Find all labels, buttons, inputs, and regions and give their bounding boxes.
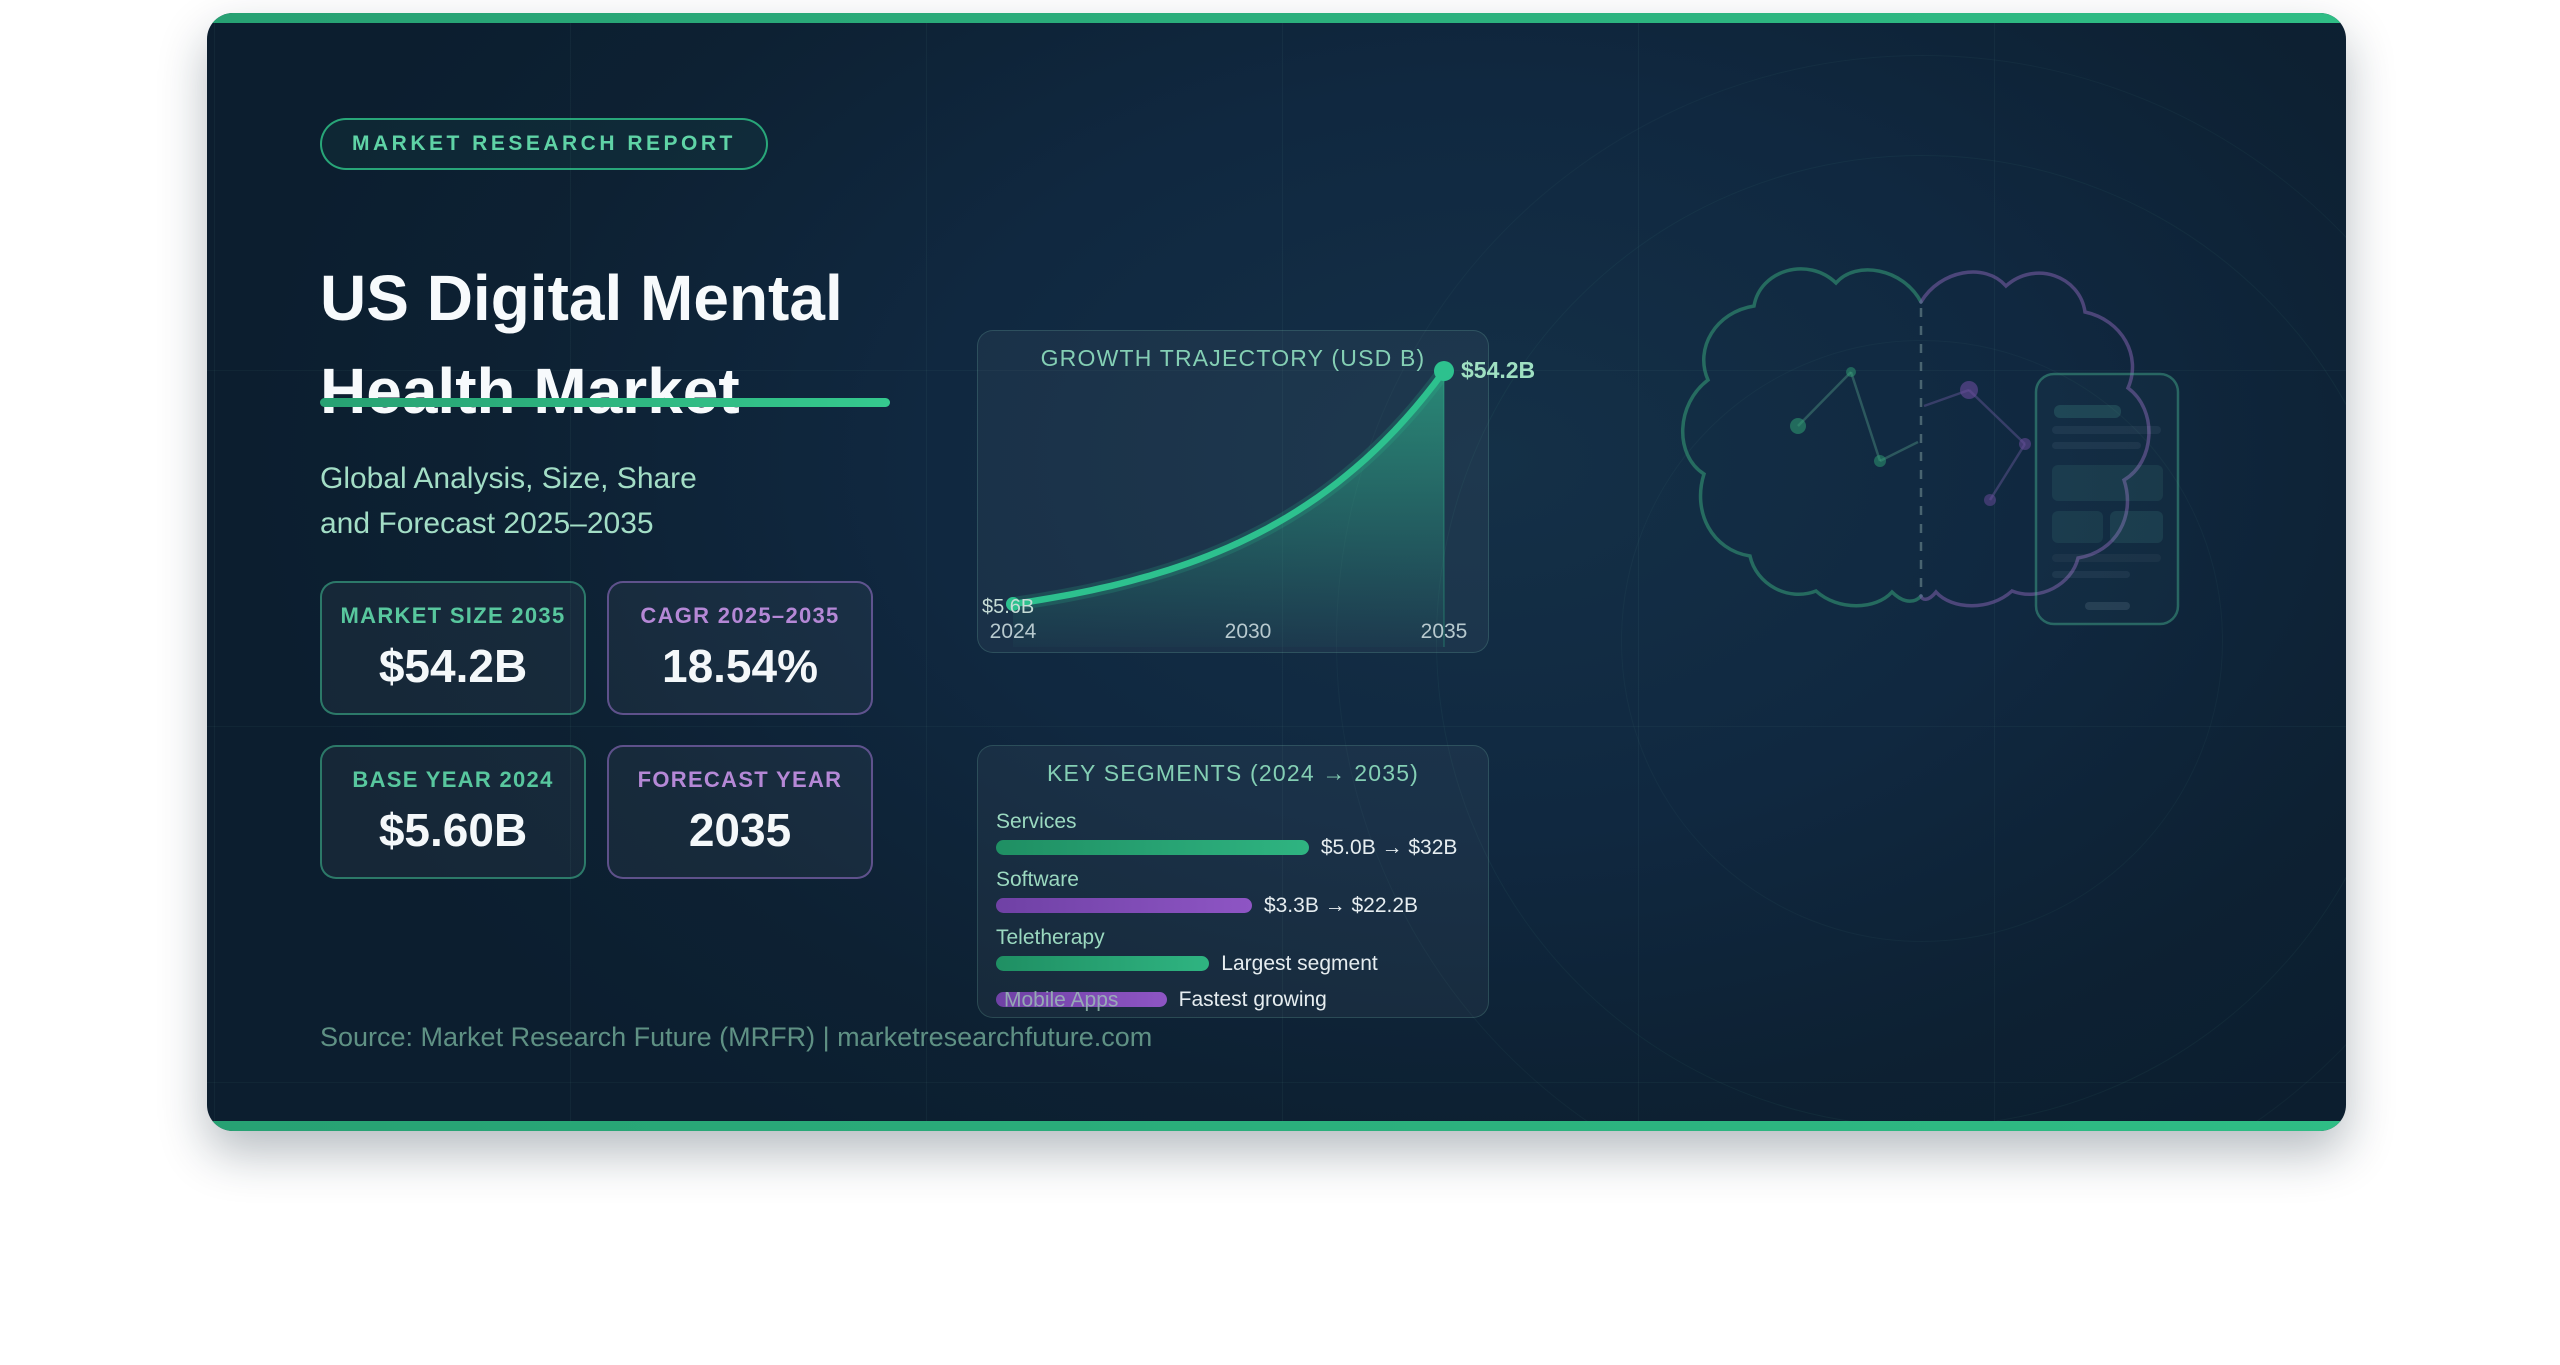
neural-network-right — [1923, 381, 2031, 506]
brain-right-hemisphere-icon — [1919, 270, 2151, 608]
stat-card-forecast-year: FORECAST YEAR 2035 — [607, 745, 873, 879]
stat-label: BASE YEAR 2024 — [352, 767, 554, 792]
x-axis-tick-2030: 2030 — [1225, 620, 1272, 643]
decor-circle-middle — [1436, 155, 2346, 1127]
purple-node-icon — [1960, 381, 1978, 399]
bottom-accent-strip — [207, 1121, 2346, 1131]
brain-left-hemisphere-icon — [1681, 267, 1923, 608]
stat-card-cagr-2025-2035: CAGR 2025–2035 18.54% — [607, 581, 873, 715]
segment-label: Software — [996, 868, 1079, 891]
segment-row: Teletherapy Largest segment — [996, 926, 1470, 975]
end-point-dot — [1434, 361, 1454, 381]
key-segments-panel: KEY SEGMENTS (2024 → 2035) Services $5.0… — [977, 745, 1489, 1018]
segment-bar — [996, 840, 1309, 855]
page-title-line1: US Digital Mental — [320, 261, 843, 334]
growth-line — [1009, 367, 1448, 608]
start-value-label: $5.6B — [982, 596, 1034, 618]
badge-label: MARKET RESEARCH REPORT — [352, 132, 736, 155]
stat-value: $5.60B — [378, 804, 528, 856]
subtitle-line1: Global Analysis, Size, Share — [320, 462, 697, 495]
segment-bar: Mobile Apps — [996, 988, 1167, 1011]
top-accent-strip — [207, 13, 2346, 23]
brain-phone-illustration — [1681, 267, 2180, 626]
phone-outline-icon — [2034, 372, 2180, 626]
segment-row: Services $5.0B → $32B — [996, 810, 1470, 859]
page-title-line2: Health Market — [320, 354, 740, 427]
growth-chart-title: GROWTH TRAJECTORY (USD B) — [1040, 345, 1426, 371]
report-type-badge: MARKET RESEARCH REPORT — [320, 118, 768, 170]
stat-card-market-size-2035: MARKET SIZE 2035 $54.2B — [320, 581, 586, 715]
growth-line-chart: $5.6B $54.2B 2024 2030 2035 — [982, 357, 1535, 647]
segment-label: Mobile Apps — [1004, 988, 1119, 1011]
key-segments-title: KEY SEGMENTS (2024 → 2035) — [1046, 760, 1420, 786]
stat-label: CAGR 2025–2035 — [640, 603, 840, 628]
neural-network-left — [1790, 367, 1919, 467]
segment-value: $5.0B → $32B — [1320, 835, 1458, 859]
segment-bar-line: $3.3B → $22.2B — [996, 894, 1470, 917]
segment-bar-line: Largest segment — [996, 952, 1470, 975]
green-node-icon — [1790, 418, 1806, 434]
stat-value: 18.54% — [661, 640, 818, 692]
segment-row: Software $3.3B → $22.2B — [996, 868, 1470, 917]
segment-bar — [996, 956, 1210, 971]
stat-card-grid: MARKET SIZE 2035 $54.2B CAGR 2025–2035 1… — [320, 581, 873, 879]
x-axis-tick-2035: 2035 — [1421, 620, 1468, 643]
green-node-icon — [1846, 367, 1856, 377]
green-node-icon — [1874, 455, 1886, 467]
phone-illustration — [2034, 372, 2180, 626]
source-attribution: Source: Market Research Future (MRFR) | … — [320, 1022, 1153, 1052]
segment-value: Fastest growing — [1178, 987, 1327, 1011]
start-point-dot — [1006, 597, 1020, 611]
report-card: MARKET RESEARCH REPORT US Digital Mental… — [207, 13, 2346, 1131]
segment-label: Services — [996, 810, 1077, 833]
segment-bar — [996, 898, 1252, 913]
growth-trajectory-panel: GROWTH TRAJECTORY (USD B) $5.6B $54.2B 2… — [977, 330, 1535, 653]
segment-bar-line: $5.0B → $32B — [996, 836, 1470, 859]
segment-value: $3.3B → $22.2B — [1263, 893, 1419, 917]
segment-value: Largest segment — [1221, 951, 1378, 975]
page-subtitle: Global Analysis, Size, Share and Forecas… — [320, 456, 697, 546]
segment-bar-line: Mobile Apps Fastest growing — [996, 988, 1470, 1011]
stat-card-base-year-2024: BASE YEAR 2024 $5.60B — [320, 745, 586, 879]
x-axis-tick-2024: 2024 — [990, 620, 1037, 643]
page-title: US Digital Mental Health Market — [320, 252, 843, 438]
stat-label: MARKET SIZE 2035 — [340, 603, 566, 628]
decor-circle-inner — [1621, 340, 2223, 942]
segment-bar-list: Services $5.0B → $32B Software $3.3B → $… — [978, 787, 1488, 1011]
segment-row: Mobile Apps Fastest growing — [996, 988, 1470, 1011]
stat-label: FORECAST YEAR — [637, 767, 843, 792]
end-value-label: $54.2B — [1461, 357, 1535, 383]
growth-area-fill — [1013, 371, 1444, 647]
stat-value: 2035 — [688, 804, 792, 856]
purple-node-icon — [2019, 438, 2031, 450]
title-underline — [320, 398, 890, 407]
purple-node-icon — [1984, 494, 1996, 506]
subtitle-line2: and Forecast 2025–2035 — [320, 507, 654, 540]
stat-value: $54.2B — [378, 640, 528, 692]
segment-label: Teletherapy — [996, 926, 1105, 949]
